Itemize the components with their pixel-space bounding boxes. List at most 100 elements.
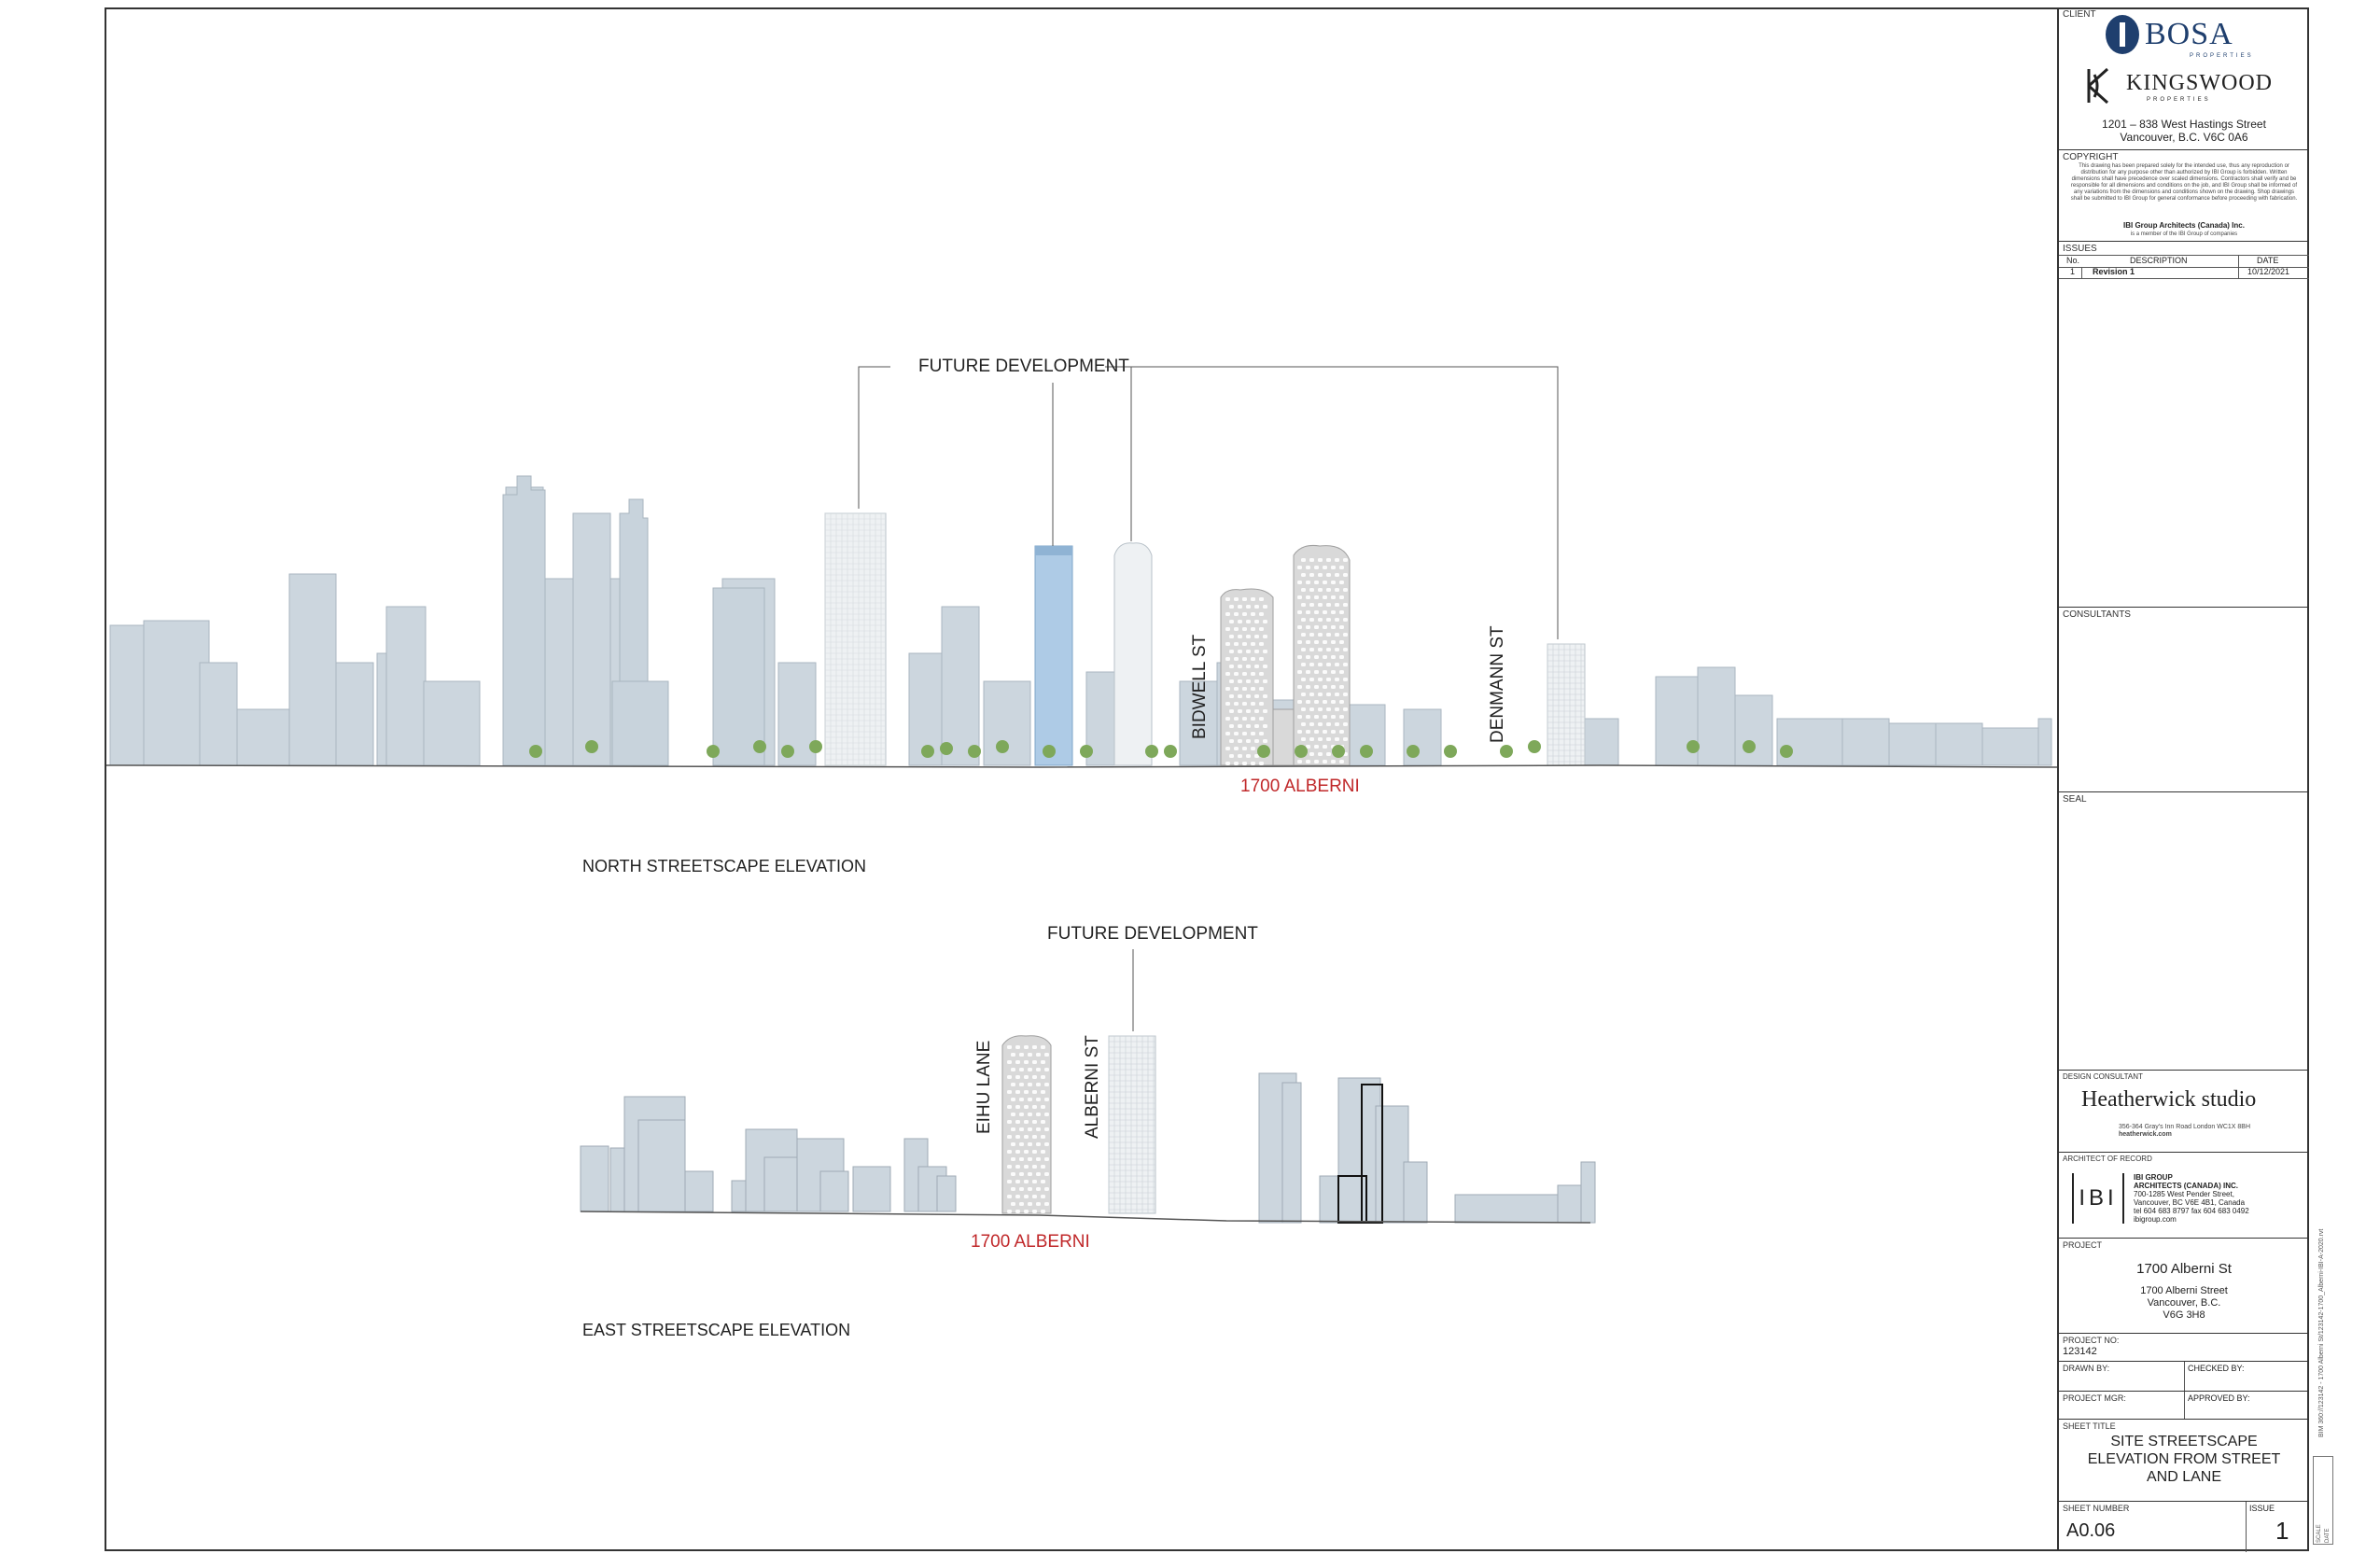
architect-line4: Vancouver, BC V6E 4B1, Canada	[2134, 1198, 2246, 1207]
bosa-sub: PROPERTIES	[2190, 53, 2254, 59]
scale-label: SCALE	[2317, 1524, 2322, 1543]
architect-section: ARCHITECT OF RECORD IBI IBI GROUP ARCHIT…	[2059, 1152, 2309, 1238]
sheet-title-section: SHEET TITLE SITE STREETSCAPE ELEVATION F…	[2059, 1419, 2309, 1501]
copyright-firm: IBI Group Architects (Canada) Inc.	[2123, 221, 2245, 230]
client-address-1: 1201 – 838 West Hastings Street	[2102, 118, 2266, 131]
north-context-buildings	[109, 486, 2052, 766]
seal-section: SEAL	[2059, 791, 2309, 1070]
issues-heading: ISSUES	[2063, 244, 2097, 254]
north-ground-line	[105, 764, 2058, 768]
copyright-firm-sub: is a member of the IBI Group of companie…	[2130, 231, 2238, 237]
sheet-title-line3: AND LANE	[2146, 1469, 2222, 1485]
sheet-divider	[2246, 1502, 2247, 1552]
alberni-towers-north	[1220, 545, 1351, 766]
future-tower-east-elev	[1108, 1035, 1156, 1214]
eihu-lane-label: EIHU LANE	[974, 1040, 994, 1134]
bosa-brand: BOSA	[2145, 17, 2233, 51]
alberni-st-label: ALBERNI ST	[1083, 1035, 1102, 1139]
drawn-by-heading: DRAWN BY:	[2063, 1364, 2110, 1373]
mgr-approved-section: PROJECT MGR: APPROVED BY:	[2059, 1391, 2309, 1420]
heatherwick-web: heatherwick.com	[2119, 1131, 2172, 1138]
issue-no: 1	[2070, 267, 2076, 276]
copyright-body: This drawing has been prepared solely fo…	[2070, 163, 2298, 202]
north-callout-leaders	[858, 366, 1559, 639]
sheet-number-value: A0.06	[2066, 1520, 2116, 1541]
north-future-development-label: FUTURE DEVELOPMENT	[918, 357, 1129, 376]
client-heading: CLIENT	[2063, 9, 2096, 20]
drawn-checked-section: DRAWN BY: CHECKED BY:	[2059, 1361, 2309, 1392]
future-tower-east	[1547, 643, 1586, 766]
issue-date: 10/12/2021	[2247, 267, 2290, 276]
east-elevation-title: EAST STREETSCAPE ELEVATION	[582, 1321, 851, 1339]
issue-desc: Revision 1	[2093, 267, 2135, 276]
client-section: CLIENT BOSA PROPERTIES KINGSWOOD PROPERT…	[2059, 7, 2309, 149]
checked-by-heading: CHECKED BY:	[2188, 1364, 2245, 1373]
date-label: DATE	[2325, 1528, 2331, 1543]
north-towers	[502, 475, 765, 766]
issues-divider	[2081, 267, 2082, 278]
architect-line6: ibigroup.com	[2134, 1215, 2177, 1224]
kingswood-brand: KINGSWOOD	[2126, 71, 2273, 95]
architect-line5: tel 604 683 8797 fax 604 683 0492	[2134, 1207, 2249, 1215]
architect-details: IBI GROUP ARCHITECTS (CANADA) INC. 700-1…	[2134, 1173, 2249, 1224]
issues-section: ISSUES No. DESCRIPTION DATE 1 Revision 1…	[2059, 241, 2309, 607]
copyright-section: COPYRIGHT This drawing has been prepared…	[2059, 149, 2309, 241]
north-site-label: 1700 ALBERNI	[1240, 777, 1360, 796]
architect-heading: ARCHITECT OF RECORD	[2063, 1155, 2152, 1163]
sheet-title-line2: ELEVATION FROM STREET	[2087, 1451, 2281, 1467]
table-row: 1 Revision 1 10/12/2021	[2059, 267, 2309, 279]
sheet-number-section: SHEET NUMBER A0.06 ISSUE 1	[2059, 1501, 2309, 1552]
issues-header-row: No. DESCRIPTION DATE	[2059, 255, 2309, 268]
consultants-section: CONSULTANTS	[2059, 607, 2309, 791]
title-block: CLIENT BOSA PROPERTIES KINGSWOOD PROPERT…	[2057, 7, 2309, 1552]
file-path-text: BIM 360://123142 - 1700 Alberni St/12314…	[2318, 1228, 2325, 1437]
alberni-tower-east	[1001, 1035, 1052, 1214]
drawn-divider	[2184, 1362, 2185, 1392]
project-no-heading: PROJECT NO:	[2063, 1336, 2120, 1345]
architect-line3: 700-1285 West Pender Street,	[2134, 1190, 2234, 1198]
bidwell-st-label: BIDWELL ST	[1190, 634, 1210, 739]
east-site-label: 1700 ALBERNI	[971, 1232, 1090, 1252]
kingswood-sub: PROPERTIES	[2147, 97, 2211, 103]
kingswood-logo-icon	[2081, 65, 2115, 106]
future-tower-1	[824, 512, 887, 766]
architect-line2: ARCHITECTS (CANADA) INC.	[2134, 1182, 2238, 1190]
future-tower-blue	[1034, 545, 1073, 766]
project-name: 1700 Alberni St	[2136, 1261, 2232, 1277]
issues-col-no: No.	[2066, 256, 2080, 265]
consultants-heading: CONSULTANTS	[2063, 609, 2131, 620]
issue-value: 1	[2275, 1517, 2289, 1545]
east-elevation	[580, 949, 1596, 1224]
drawing-area: FUTURE DEVELOPMENT BIDWELL ST DENMANN ST…	[105, 9, 2058, 1549]
issues-col-desc: DESCRIPTION	[2130, 256, 2188, 265]
copyright-heading: COPYRIGHT	[2063, 152, 2119, 162]
project-section: PROJECT 1700 Alberni St 1700 Alberni Str…	[2059, 1238, 2309, 1333]
sheet-title-line1: SITE STREETSCAPE	[2110, 1434, 2258, 1449]
issue-heading: ISSUE	[2249, 1504, 2275, 1513]
north-trees	[529, 740, 1793, 758]
future-tower-white	[1113, 542, 1153, 766]
design-consultant-heading: DESIGN CONSULTANT	[2063, 1072, 2143, 1081]
issues-col-date: DATE	[2257, 256, 2279, 265]
heatherwick-address: 356-364 Gray's Inn Road London WC1X 8BH	[2119, 1124, 2251, 1130]
project-addr3: V6G 3H8	[2163, 1309, 2205, 1321]
elevation-drawing	[105, 366, 2058, 1224]
north-elevation-title: NORTH STREETSCAPE ELEVATION	[582, 857, 867, 875]
east-context-buildings	[580, 1072, 1596, 1224]
project-no-section: PROJECT NO: 123142	[2059, 1333, 2309, 1361]
ibi-logo: IBI	[2072, 1173, 2124, 1224]
mgr-divider	[2184, 1392, 2185, 1420]
architect-line1: IBI GROUP	[2134, 1173, 2173, 1182]
project-no-value: 123142	[2063, 1346, 2097, 1357]
heatherwick-name: Heatherwick studio	[2081, 1087, 2257, 1112]
east-highlighted-block	[1337, 1084, 1383, 1224]
north-elevation	[105, 366, 2058, 768]
project-heading: PROJECT	[2063, 1240, 2103, 1250]
scale-date-box: SCALE DATE	[2313, 1456, 2333, 1545]
sheet-number-heading: SHEET NUMBER	[2063, 1504, 2130, 1513]
project-mgr-heading: PROJECT MGR:	[2063, 1393, 2126, 1403]
east-ground-line	[580, 1211, 1591, 1224]
east-future-development-label: FUTURE DEVELOPMENT	[1047, 924, 1258, 944]
project-addr1: 1700 Alberni Street	[2140, 1285, 2228, 1296]
project-addr2: Vancouver, B.C.	[2147, 1297, 2221, 1309]
